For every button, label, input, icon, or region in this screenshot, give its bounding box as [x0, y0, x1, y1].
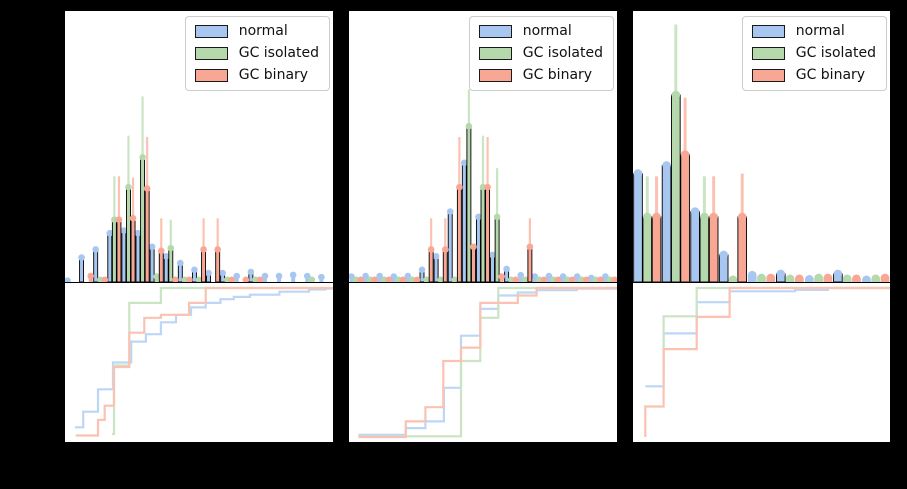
legend-swatch-gc-binary: [478, 68, 512, 82]
legend-label-gc-isolated: GC isolated: [522, 45, 603, 61]
panel-1: normal GC isolated GC binary: [64, 10, 334, 443]
legend-entry-gc-binary: GC binary: [194, 67, 319, 83]
legend-entry-gc-isolated: GC isolated: [194, 45, 319, 61]
panel-2-histogram-canvas: [349, 89, 617, 282]
legend-entry-gc-binary: GC binary: [751, 67, 876, 83]
panel-1-cdf-canvas: [74, 286, 333, 437]
panel-1-histogram-canvas: [65, 96, 325, 282]
legend-swatch-gc-isolated: [751, 46, 785, 60]
legend-swatch-gc-isolated: [478, 46, 512, 60]
legend-entry-normal: normal: [478, 23, 603, 39]
legend-label-gc-binary: GC binary: [522, 67, 593, 83]
legend-swatch-gc-binary: [751, 68, 785, 82]
panel-3-cdf-canvas: [644, 286, 890, 437]
legend-label-gc-isolated: GC isolated: [238, 45, 319, 61]
legend-swatch-gc-binary: [194, 68, 228, 82]
panel-2-cdf-axes: [348, 283, 618, 443]
legend-entry-normal: normal: [751, 23, 876, 39]
legend-label-normal: normal: [522, 23, 572, 39]
panel-3-histogram-axes: normal GC isolated GC binary: [632, 10, 891, 283]
panel-2-cdf-canvas: [358, 286, 617, 439]
legend-label-gc-binary: GC binary: [238, 67, 309, 83]
panel-1-cdf-axes: [64, 283, 334, 443]
legend-label-normal: normal: [238, 23, 288, 39]
legend-entry-gc-binary: GC binary: [478, 67, 603, 83]
legend-swatch-normal: [751, 24, 785, 38]
legend-entry-gc-isolated: GC isolated: [751, 45, 876, 61]
legend-entry-gc-isolated: GC isolated: [478, 45, 603, 61]
panel-2: normal GC isolated GC binary: [348, 10, 618, 443]
legend-label-normal: normal: [795, 23, 845, 39]
legend-entry-normal: normal: [194, 23, 319, 39]
legend-swatch-gc-isolated: [194, 46, 228, 60]
panel-3-histogram-canvas: [633, 24, 890, 282]
panel-3-legend: normal GC isolated GC binary: [741, 16, 887, 91]
panel-2-legend: normal GC isolated GC binary: [468, 16, 614, 91]
panel-3-cdf-axes: [632, 283, 891, 443]
legend-label-gc-isolated: GC isolated: [795, 45, 876, 61]
legend-swatch-normal: [478, 24, 512, 38]
legend-swatch-normal: [194, 24, 228, 38]
panel-2-histogram-axes: normal GC isolated GC binary: [348, 10, 618, 283]
legend-label-gc-binary: GC binary: [795, 67, 866, 83]
panel-1-histogram-axes: normal GC isolated GC binary: [64, 10, 334, 283]
panel-1-legend: normal GC isolated GC binary: [184, 16, 330, 91]
panel-3: normal GC isolated GC binary: [632, 10, 891, 443]
